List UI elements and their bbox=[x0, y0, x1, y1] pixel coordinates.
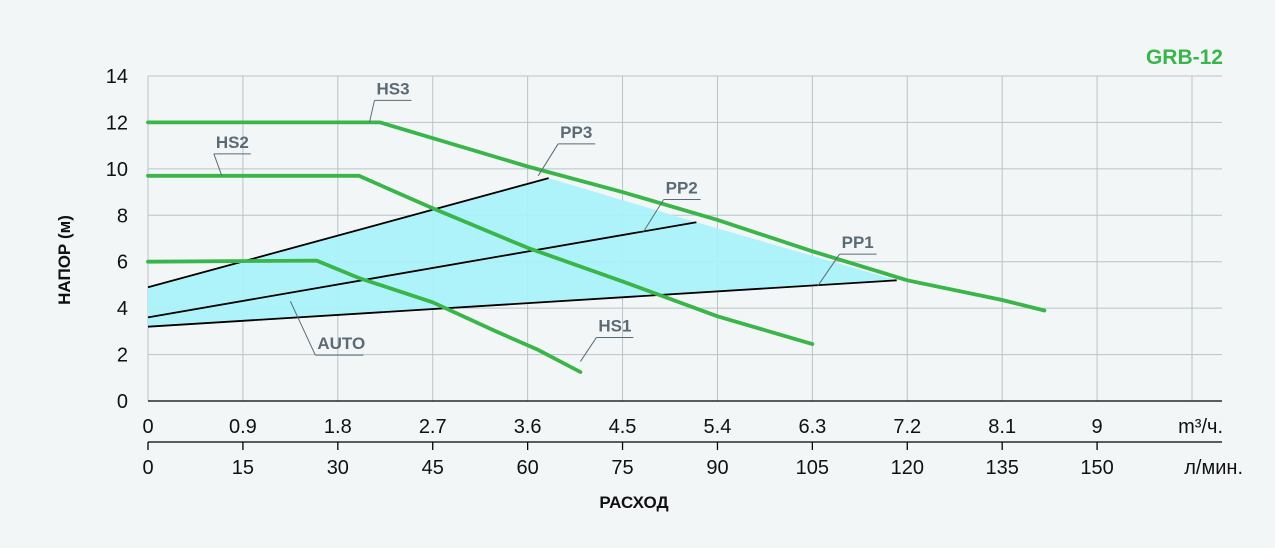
x-tick-label-primary: 2.7 bbox=[419, 416, 447, 438]
x-tick-label-primary: 6.3 bbox=[798, 416, 826, 438]
system-curves bbox=[147, 177, 897, 328]
y-tick-label: 4 bbox=[117, 298, 128, 320]
x-tick-label-primary: 5.4 bbox=[704, 416, 732, 438]
curve-label-pp2: PP2 bbox=[666, 179, 698, 198]
axes bbox=[147, 400, 1222, 450]
x-tick-label-secondary: 135 bbox=[985, 457, 1018, 479]
x-unit-primary: m³/ч. bbox=[1178, 416, 1223, 438]
y-tick-label: 10 bbox=[106, 159, 128, 181]
x-tick-label-secondary: 45 bbox=[422, 457, 444, 479]
pump-curves bbox=[146, 120, 1047, 374]
x-axis-title: РАСХОД bbox=[599, 493, 668, 512]
y-axis-title: НАПОР (м) bbox=[55, 215, 74, 305]
x-tick-label-secondary: 75 bbox=[611, 457, 633, 479]
x-tick-label-secondary: 60 bbox=[517, 457, 539, 479]
curve-label-hs3: HS3 bbox=[376, 79, 409, 98]
curve-label-hs1: HS1 bbox=[598, 317, 631, 336]
x-unit-secondary: л/мин. bbox=[1184, 457, 1243, 479]
y-tick-label: 8 bbox=[117, 205, 128, 227]
pump-curve-hs2 bbox=[146, 173, 815, 346]
x-tick-label-secondary: 105 bbox=[796, 457, 829, 479]
y-tick-label: 6 bbox=[117, 252, 128, 274]
x-tick-label-secondary: 15 bbox=[232, 457, 254, 479]
curve-labels: HS3 HS2 HS1 PP3 PP2 PP1 AUTO bbox=[213, 79, 877, 362]
model-title: GRB-12 bbox=[1146, 46, 1223, 69]
label-leader-auto bbox=[289, 300, 316, 356]
x-tick-label-primary: 1.8 bbox=[324, 416, 352, 438]
system-curve-pp3 bbox=[147, 177, 549, 289]
y-tick-label: 0 bbox=[117, 391, 128, 413]
x-tick-label-primary: 9 bbox=[1092, 416, 1103, 438]
y-tick-label: 12 bbox=[106, 112, 128, 134]
y-tick-label: 14 bbox=[106, 66, 128, 88]
x-tick-label-primary: 7.2 bbox=[893, 416, 921, 438]
pump-curve-hs1 bbox=[146, 258, 583, 374]
x-tick-label-secondary: 120 bbox=[891, 457, 924, 479]
curve-label-pp1: PP1 bbox=[842, 233, 874, 252]
curve-label-pp3: PP3 bbox=[560, 123, 592, 142]
x-tick-label-primary: 3.6 bbox=[514, 416, 542, 438]
x-tick-label-secondary: 0 bbox=[142, 457, 153, 479]
x-tick-label-primary: 4.5 bbox=[609, 416, 637, 438]
label-leader-pp3 bbox=[537, 143, 559, 177]
x-tick-label-secondary: 90 bbox=[706, 457, 728, 479]
pump-curve-hs3 bbox=[146, 120, 1047, 313]
x-tick-label-primary: 0 bbox=[142, 416, 153, 438]
label-leader-hs3 bbox=[368, 100, 375, 123]
label-leader-hs2 bbox=[213, 153, 223, 176]
x-tick-label-primary: 0.9 bbox=[229, 416, 257, 438]
x-tick-label-primary: 8.1 bbox=[988, 416, 1016, 438]
curve-label-auto: AUTO bbox=[317, 334, 365, 353]
x-tick-label-secondary: 30 bbox=[327, 457, 349, 479]
label-leader-hs1 bbox=[579, 337, 597, 362]
label-leader-pp2 bbox=[643, 199, 665, 232]
system-curve-pp1 bbox=[147, 279, 897, 328]
x-tick-label-secondary: 150 bbox=[1080, 457, 1113, 479]
label-leader-pp1 bbox=[817, 253, 841, 287]
y-tick-label: 2 bbox=[117, 345, 128, 367]
system-curve-pp2 bbox=[147, 221, 697, 319]
curve-label-hs2: HS2 bbox=[216, 133, 249, 152]
